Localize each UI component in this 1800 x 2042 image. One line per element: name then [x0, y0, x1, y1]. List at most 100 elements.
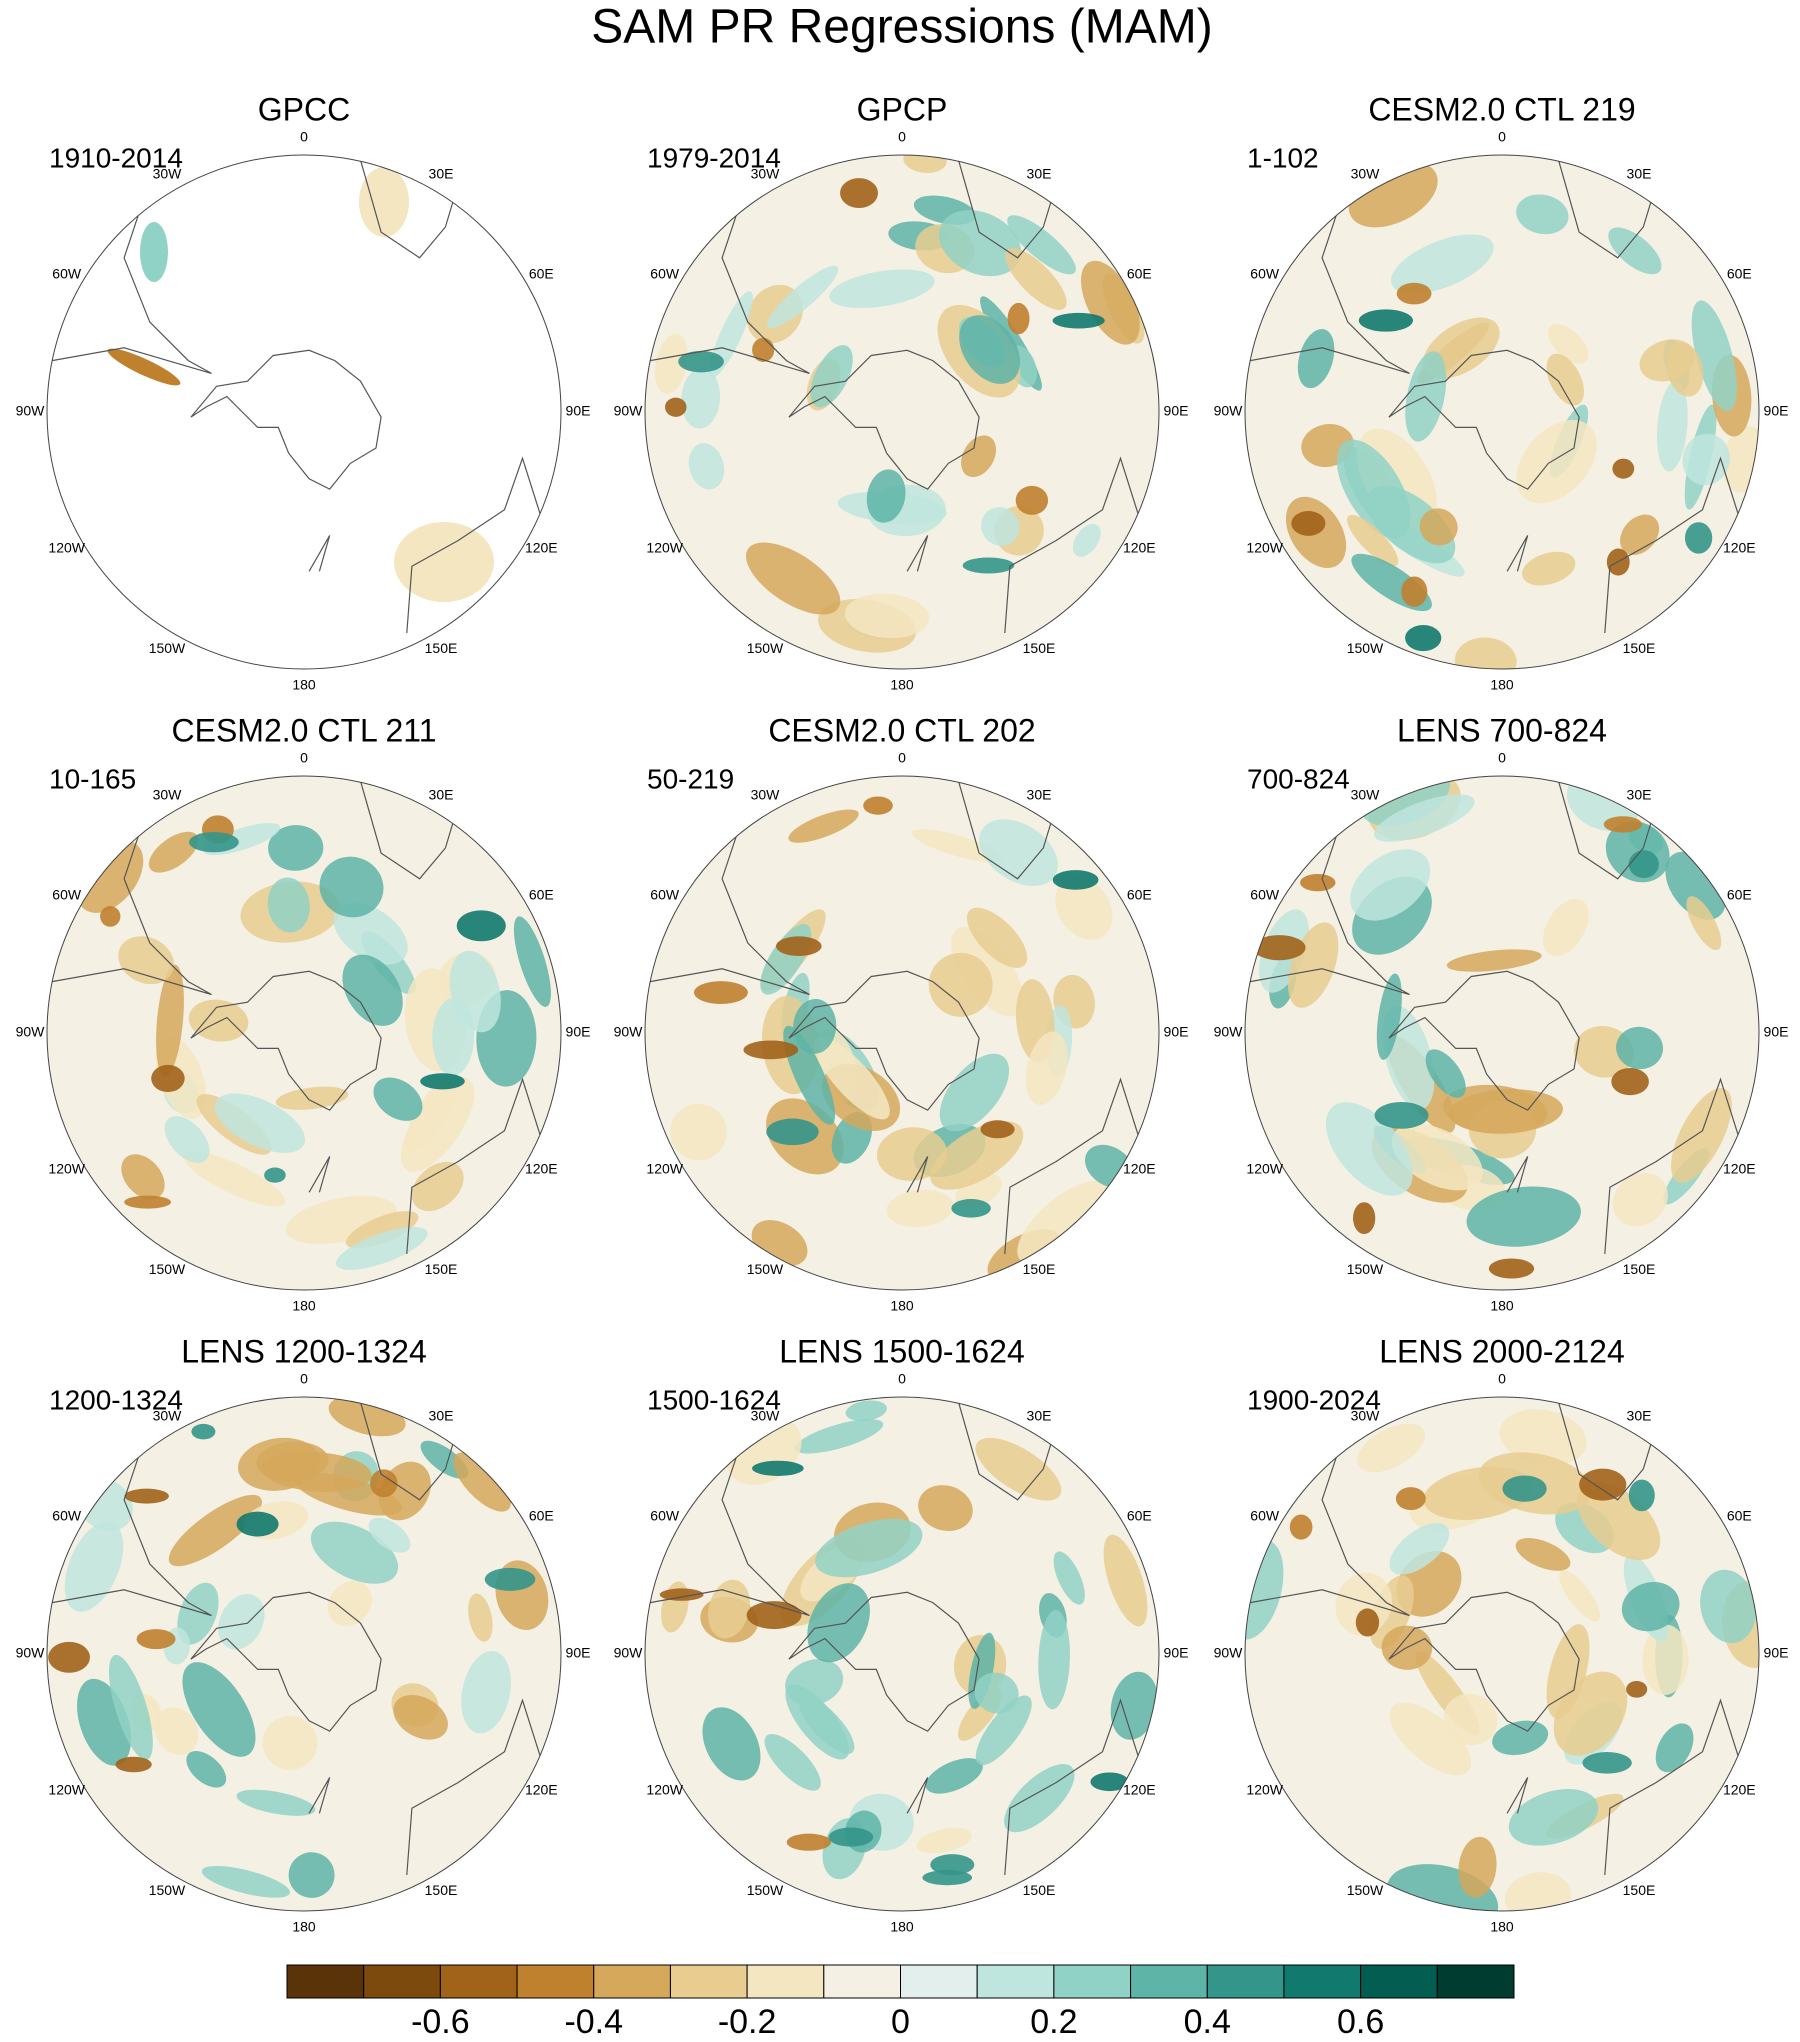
field-blob — [140, 222, 168, 282]
field-blob — [262, 1716, 318, 1771]
field-blob — [342, 954, 403, 1026]
field-blob — [214, 1093, 306, 1153]
longitude-label: 30E — [1027, 1407, 1052, 1423]
field-blob — [1358, 309, 1413, 332]
map-panel: LENS 1500-1624 1500-1624 0 30E 60E 90E 120E 150… — [614, 1333, 1189, 1934]
coastline — [957, 1401, 1052, 1501]
longitude-label: 60W — [52, 887, 82, 903]
field-blob — [1053, 1551, 1085, 1605]
field-blob — [1110, 1671, 1158, 1740]
field-blob — [962, 557, 1015, 574]
colorbar-tick-label: 0.2 — [1030, 2003, 1077, 2041]
colorbar-box — [1436, 1964, 1515, 1999]
colorbar-box — [1053, 1964, 1132, 1999]
colorbar-tick-label: -0.4 — [564, 2003, 623, 2041]
field — [645, 1397, 1159, 1911]
field-blob — [866, 469, 906, 523]
longitude-label: 60W — [52, 1508, 82, 1524]
field-blob — [456, 910, 506, 942]
field-blob — [1373, 794, 1475, 842]
field-blob — [368, 1517, 411, 1553]
longitude-label: 60E — [529, 266, 554, 282]
coastline — [1249, 801, 1410, 996]
field-blob — [327, 1581, 372, 1627]
field-blob — [752, 1460, 804, 1476]
longitude-label: 60W — [52, 266, 82, 282]
longitude-label: 60W — [1250, 887, 1280, 903]
field-blob — [319, 856, 384, 918]
coastline — [957, 159, 1052, 259]
field-blob — [903, 155, 947, 173]
longitude-label: 60W — [650, 1508, 680, 1524]
longitude-label: 90E — [1764, 1645, 1789, 1661]
panel-period: 1979-2014 — [647, 142, 781, 173]
coastline — [51, 180, 212, 374]
field-blob — [1025, 1031, 1068, 1106]
field-blob — [1671, 1087, 1732, 1183]
map-border — [1244, 775, 1760, 1291]
longitude-label: 120W — [1246, 1782, 1283, 1798]
field — [47, 776, 561, 1290]
longitude-label: 90W — [614, 1645, 644, 1661]
field-blob — [115, 1756, 152, 1773]
field-blob — [1577, 1482, 1661, 1561]
field-blob — [64, 1521, 124, 1612]
longitude-label: 30E — [1627, 1407, 1652, 1423]
field-blob — [980, 1120, 1015, 1139]
colorbar-tick-label: 0.4 — [1184, 2003, 1231, 2041]
longitude-label: 120E — [1723, 1161, 1756, 1177]
antarctica-outline — [190, 970, 382, 1111]
field-blob — [678, 350, 724, 373]
field-blob — [393, 1694, 448, 1740]
map-border — [46, 154, 562, 670]
longitude-label: 180 — [1490, 1919, 1514, 1935]
coastline — [359, 159, 454, 259]
field-blob — [1395, 1487, 1426, 1511]
panel-title: CESM2.0 CTL 219 — [1368, 91, 1635, 127]
field-blob — [1666, 342, 1704, 397]
panel-period: 10-165 — [49, 763, 136, 794]
field-blob — [218, 1594, 265, 1650]
longitude-label: 30W — [1351, 1407, 1381, 1423]
longitude-label: 30W — [153, 165, 183, 181]
longitude-label: 180 — [292, 1919, 316, 1935]
panel-period: 1200-1324 — [49, 1384, 183, 1415]
field-blob — [1458, 1836, 1497, 1898]
longitude-label: 150W — [747, 1882, 784, 1898]
field-blob — [1252, 935, 1306, 961]
longitude-label: 120W — [48, 1161, 85, 1177]
field-blob — [1357, 1423, 1426, 1473]
field-blob — [1446, 949, 1542, 972]
longitude-label: 0 — [300, 129, 308, 145]
colorbar-box — [363, 1964, 441, 1999]
coastline — [957, 780, 1052, 880]
field-blob — [1353, 1202, 1376, 1235]
field-blob — [1516, 194, 1569, 235]
colorbar-box — [900, 1964, 978, 1999]
field-blob — [930, 1854, 975, 1876]
map-border — [46, 775, 562, 1291]
longitude-label: 60W — [1250, 1508, 1280, 1524]
longitude-label: 30E — [1027, 165, 1052, 181]
field-blob — [928, 952, 993, 1017]
field-blob — [788, 809, 859, 843]
longitude-label: 120E — [1723, 1782, 1756, 1798]
longitude-label: 60W — [1250, 266, 1280, 282]
map-border — [46, 1396, 562, 1912]
field — [47, 155, 561, 669]
longitude-label: 120W — [646, 1161, 683, 1177]
coastline — [359, 1401, 454, 1501]
field-blob — [275, 1086, 349, 1110]
panel-period: 50-219 — [647, 763, 734, 794]
coastline — [1506, 1777, 1529, 1814]
longitude-label: 120W — [1246, 540, 1283, 556]
longitude-label: 0 — [300, 1371, 308, 1387]
longitude-label: 60E — [1127, 266, 1152, 282]
coastline — [1004, 1698, 1139, 1876]
panel-title: LENS 2000-2124 — [1379, 1333, 1625, 1369]
longitude-label: 120W — [1246, 1161, 1283, 1177]
longitude-label: 90W — [1214, 1024, 1244, 1040]
longitude-label: 60E — [1127, 1508, 1152, 1524]
colorbar-tick-label: 0 — [891, 2003, 910, 2041]
field-blob — [1449, 1089, 1563, 1134]
